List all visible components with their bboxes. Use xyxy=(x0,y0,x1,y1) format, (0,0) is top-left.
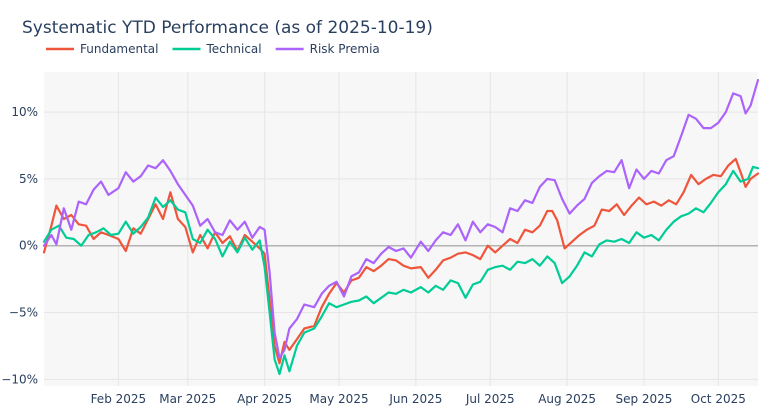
legend: Fundamental Technical Risk Premia xyxy=(46,42,380,56)
y-tick-label: 0% xyxy=(19,239,38,253)
legend-label-fundamental: Fundamental xyxy=(80,42,159,56)
plot-area xyxy=(44,72,758,386)
series-line-risk-premia xyxy=(42,78,760,359)
x-tick-label: Jun 2025 xyxy=(388,392,442,406)
x-tick-label: Feb 2025 xyxy=(91,392,147,406)
y-tick-label: −10% xyxy=(1,372,38,386)
x-tick-label: May 2025 xyxy=(309,392,368,406)
series-line-technical xyxy=(42,165,760,376)
x-tick-label: Oct 2025 xyxy=(691,392,746,406)
gridlines xyxy=(44,72,758,386)
y-tick-label: 5% xyxy=(19,172,38,186)
series-line-fundamental xyxy=(42,157,760,365)
y-tick-label: −5% xyxy=(9,306,38,320)
x-tick-label: Sep 2025 xyxy=(615,392,672,406)
y-tick-label: 10% xyxy=(11,105,38,119)
x-tick-label: Mar 2025 xyxy=(159,392,216,406)
x-tick-label: Jul 2025 xyxy=(465,392,515,406)
y-axis: 10% 5% 0% −5% −10% xyxy=(1,105,38,386)
series-lines xyxy=(42,78,760,376)
legend-label-risk-premia: Risk Premia xyxy=(310,42,380,56)
legend-label-technical: Technical xyxy=(206,42,262,56)
chart-title: Systematic YTD Performance (as of 2025-1… xyxy=(22,18,433,38)
x-tick-label: Aug 2025 xyxy=(538,392,596,406)
x-tick-label: Apr 2025 xyxy=(237,392,292,406)
x-axis: Feb 2025 Mar 2025 Apr 2025 May 2025 Jun 2025… xyxy=(91,392,746,406)
